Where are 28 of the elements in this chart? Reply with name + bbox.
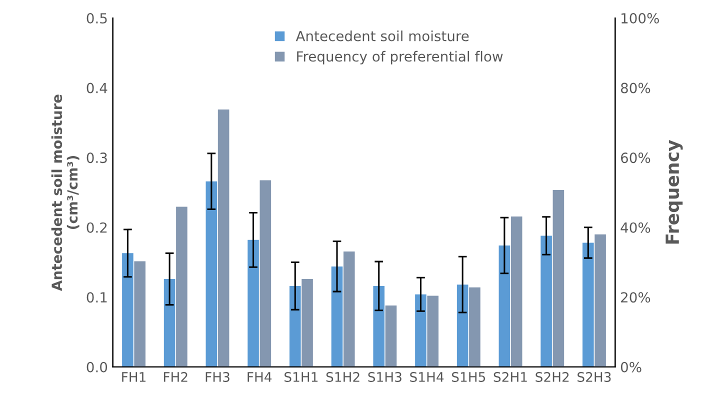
x-tick-label: FH3 [206, 372, 230, 382]
x-tick-label: S1H5 [452, 372, 486, 382]
x-tick-label: FH2 [164, 372, 188, 382]
x-tick-label: S1H3 [368, 372, 402, 382]
x-tick-label: S1H2 [326, 372, 360, 382]
x-tick-label: FH4 [248, 372, 272, 382]
y2-tick-label: 0% [620, 362, 642, 372]
x-tick-label: S1H1 [284, 372, 318, 382]
x-tick-label: FH1 [122, 372, 146, 382]
x-tick-label: S2H1 [494, 372, 527, 382]
legend-label: Frequency of preferential flow [297, 50, 503, 64]
x-tick-label: S2H2 [536, 372, 569, 382]
y-tick-label: 0.1 [86, 292, 107, 303]
y2-tick-label: 60% [620, 152, 650, 164]
y-tick-label: 0.2 [86, 222, 107, 233]
y-tick-label: 0.5 [86, 13, 107, 24]
legend-label: Antecedent soil moisture [296, 30, 469, 42]
y-tick-label: 0.0 [86, 362, 108, 372]
x-tick-label: S1H4 [410, 372, 444, 382]
y2-tick-label: 40% [620, 222, 650, 233]
y-tick-label: 0.3 [86, 152, 107, 164]
y2-tick-label: 100% [622, 13, 659, 24]
y-tick-label: 0.4 [86, 82, 108, 94]
y2-tick-label: 80% [620, 82, 650, 94]
y-axis-title: Antecedent soil moisture (cm³/cm³) [51, 94, 80, 291]
x-tick-label: S2H3 [578, 372, 611, 382]
y2-tick-label: 20% [621, 292, 650, 303]
y2-axis-title: Frequency [666, 140, 683, 244]
